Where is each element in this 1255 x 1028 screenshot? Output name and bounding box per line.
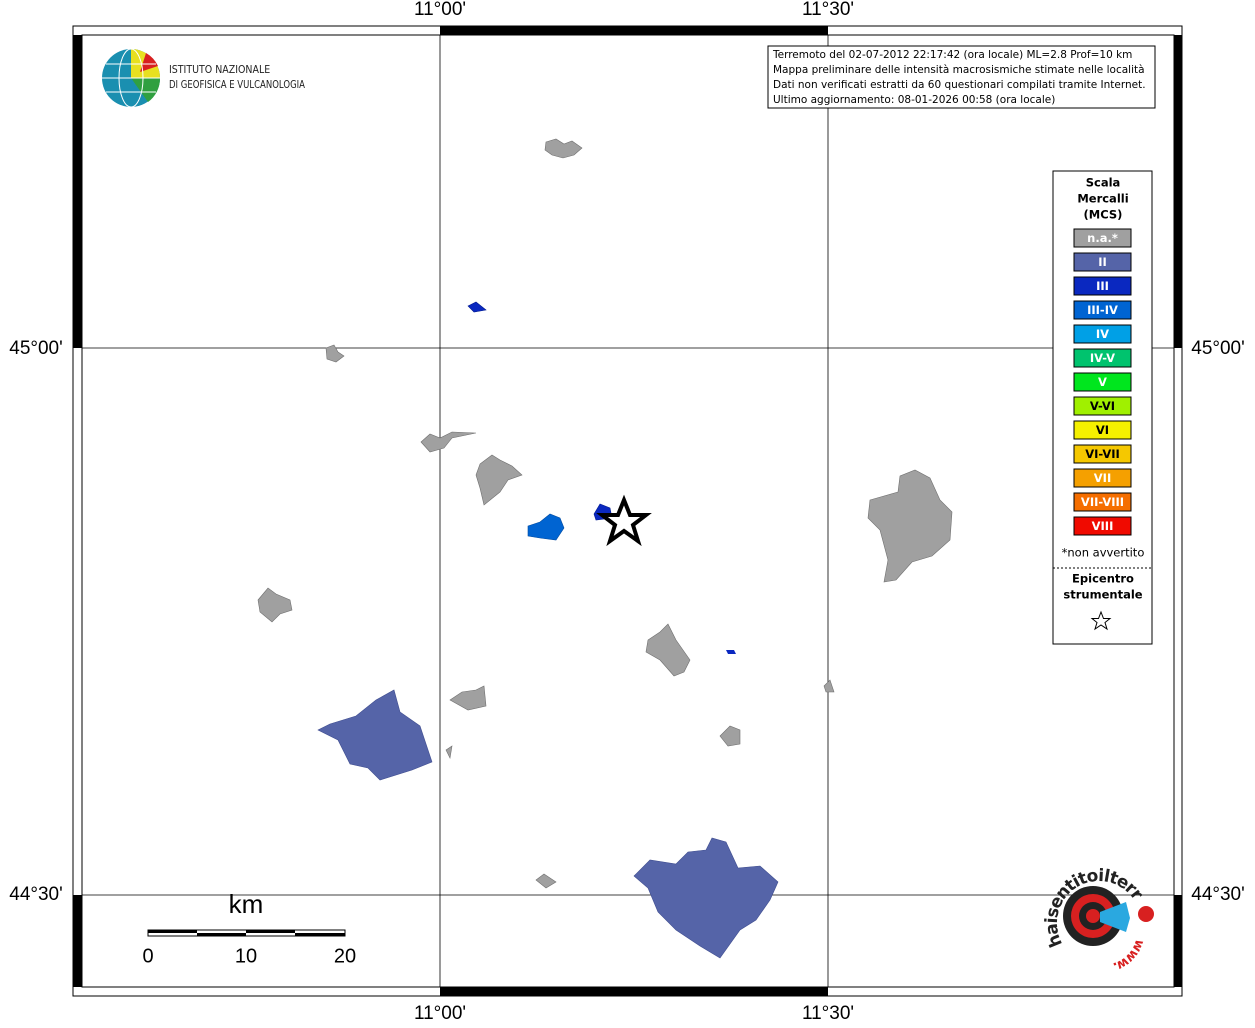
legend: Scala Mercalli (MCS) *non avvertito Epic… [1052,170,1153,645]
info-box: Terremoto del 02-07-2012 22:17:42 (ora l… [767,45,1156,109]
graticule-labels: 11°00' 11°30' 11°00' 11°30' 45°00' 45°00… [9,0,1245,1024]
municipality [823,679,835,693]
legend-epicentre: strumentale [1063,588,1142,602]
legend-label: III-IV [1087,303,1118,317]
legend-label: n.a.* [1087,231,1118,245]
scale-label: 10 [235,945,257,967]
lon-label: 11°00' [414,0,466,20]
lon-label: 11°30' [802,0,854,20]
epicentre-star [596,494,652,547]
legend-label: IV-V [1090,351,1115,365]
scale-bar: km 0 10 20 [142,889,356,967]
municipality [449,685,487,711]
municipality [467,301,487,313]
legend-title: (MCS) [1084,208,1123,222]
scale-label: 0 [142,945,153,967]
legend-label: VIII [1092,519,1114,533]
municipality [475,454,523,506]
lon-label: 11°00' [414,1003,466,1024]
legend-label: V-VI [1090,399,1115,413]
site-logo-prefix: www. [1111,937,1147,974]
scale-label: 20 [334,945,356,967]
municipality [325,344,345,363]
logo-text: ISTITUTO NAZIONALE [169,64,270,76]
legend-swatch [1073,252,1132,272]
municipality [420,431,477,453]
lat-label: 44°30' [1191,884,1245,905]
legend-swatch [1073,420,1132,440]
legend-swatch [1073,516,1132,536]
lat-label: 44°30' [9,884,63,905]
municipality [633,837,779,959]
site-logo-prefix: www. [1111,937,1147,974]
municipality [317,689,433,781]
legend-swatch [1073,276,1132,296]
info-line: Mappa preliminare delle intensità macros… [773,64,1145,76]
municipality [867,469,953,583]
legend-swatch [1073,348,1132,368]
legend-swatch [1073,468,1132,488]
municipality [535,873,557,889]
municipality [445,745,453,759]
municipalities [257,138,953,959]
lon-label: 11°30' [802,1003,854,1024]
legend-label: VI-VII [1085,447,1120,461]
frame-ticks [73,26,1182,996]
legend-swatch [1073,300,1132,320]
municipality [544,138,583,159]
legend-label: III [1096,279,1109,293]
lat-label: 45°00' [9,338,63,359]
info-line: Dati non verificati estratti da 60 quest… [773,79,1146,91]
legend-label: V [1098,375,1107,389]
info-line: Ultimo aggiornamento: 08-01-2026 00:58 (… [773,94,1055,106]
legend-swatch [1073,444,1132,464]
legend-swatch [1073,396,1132,416]
logo-text: DI GEOFISICA E VULCANOLOGIA [169,79,306,91]
municipality [257,587,293,623]
info-line: Terremoto del 02-07-2012 22:17:42 (ora l… [772,49,1132,61]
info-frame [767,45,1156,109]
legend-swatch [1073,324,1132,344]
legend-swatch [1073,492,1132,512]
legend-label: VI [1096,423,1109,437]
legend-label: IV [1096,327,1109,341]
legend-title: Scala [1086,176,1121,190]
municipality [527,513,565,541]
scale-unit: km [229,889,264,919]
legend-star [1090,610,1112,631]
legend-swatch [1073,228,1132,248]
graticule [82,35,1174,987]
legend-swatch [1073,372,1132,392]
municipality [645,623,691,677]
legend-note: *non avvertito [1062,546,1145,560]
legend-label: VII-VIII [1081,495,1124,509]
municipality [719,725,741,747]
legend-epicentre: Epicentro [1072,572,1134,586]
municipality [726,650,736,654]
legend-title: Mercalli [1077,192,1128,206]
lat-label: 45°00' [1191,338,1245,359]
ingv-logo: ISTITUTO NAZIONALE DI GEOFISICA E VULCAN… [102,48,306,108]
legend-label: II [1098,255,1107,269]
legend-label: VII [1094,471,1111,485]
